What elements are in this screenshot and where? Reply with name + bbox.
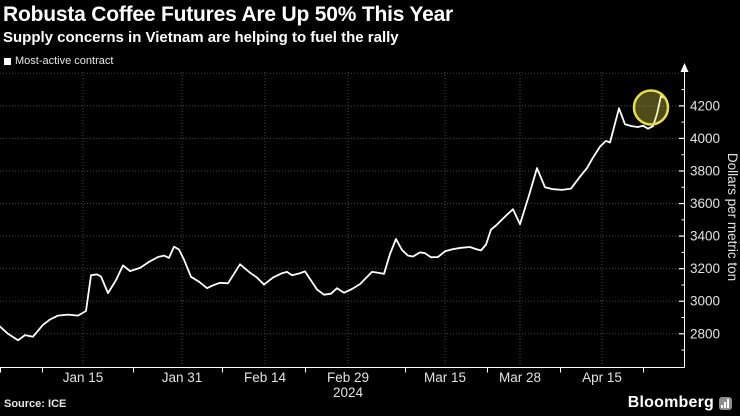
y-tick-label: 4200 xyxy=(690,98,720,113)
x-tick-label: Mar 28 xyxy=(499,370,541,385)
chart-title: Robusta Coffee Futures Are Up 50% This Y… xyxy=(3,3,454,26)
x-tick-label: Jan 31 xyxy=(162,370,203,385)
source-label: Source: ICE xyxy=(4,398,67,410)
y-tick-label: 3000 xyxy=(690,294,720,309)
x-tick-label: Feb 29 xyxy=(327,370,369,385)
y-tick-label: 3400 xyxy=(690,229,720,244)
latest-price-highlight-circle xyxy=(632,89,670,126)
legend: Most-active contract xyxy=(4,55,113,67)
y-tick-label: 3800 xyxy=(690,163,720,178)
chart-subtitle: Supply concerns in Vietnam are helping t… xyxy=(3,29,399,46)
y-tick-label: 2800 xyxy=(690,326,720,341)
bloomberg-wordmark: Bloomberg xyxy=(627,394,714,411)
x-tick-label: Apr 15 xyxy=(582,370,622,385)
x-tick-label: Jan 15 xyxy=(63,370,104,385)
y-tick-label: 3600 xyxy=(690,196,720,211)
legend-square-marker-icon xyxy=(4,57,11,65)
y-tick-label: 4000 xyxy=(690,131,720,146)
x-axis-year-label: 2024 xyxy=(333,385,364,400)
y-axis-arrow-icon xyxy=(680,63,689,72)
bloomberg-logo: Bloomberg xyxy=(628,394,732,412)
bloomberg-terminal-icon xyxy=(719,396,732,410)
price-line xyxy=(0,94,664,342)
legend-label: Most-active contract xyxy=(15,55,114,67)
y-axis-title: Dollars per metric ton xyxy=(725,153,740,281)
y-tick-label: 3200 xyxy=(690,261,720,276)
x-tick-label: Feb 14 xyxy=(244,370,287,385)
x-tick-label: Mar 15 xyxy=(424,370,466,385)
